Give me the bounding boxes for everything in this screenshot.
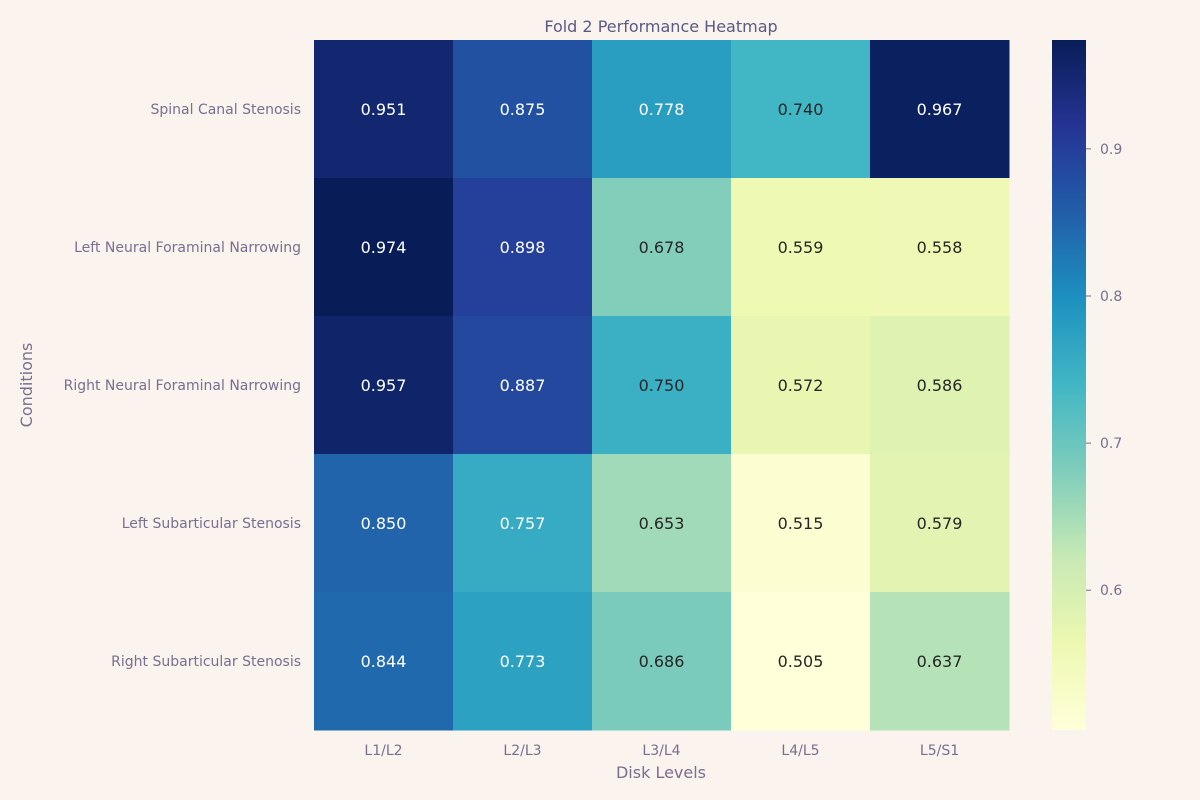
heatmap-cell [592,454,732,593]
cell-value-label: 0.586 [917,376,963,395]
heatmap-cell [870,454,1010,593]
heatmap-cell [453,178,593,317]
cell-value-label: 0.505 [778,652,824,671]
colorbar: 0.6 0.7 0.8 0.9 [1052,40,1122,730]
cell-value-label: 0.515 [778,514,824,533]
x-tick-label: L3/L4 [642,743,680,759]
cell-value-label: 0.653 [639,514,685,533]
heatmap-cell [314,316,454,455]
colorbar-tick-label: 0.6 [1100,583,1122,599]
colorbar-gradient [1052,40,1086,730]
heatmap-cell [870,592,1010,731]
cell-value-label: 0.740 [778,100,824,119]
heatmap-cell [314,178,454,317]
x-tick-label: L2/L3 [503,743,541,759]
x-tick-label: L5/S1 [920,743,959,759]
cell-value-label: 0.951 [361,100,407,119]
heatmap-cell [731,316,871,455]
heatmap-cell [592,178,732,317]
y-tick-label: Spinal Canal Stenosis [150,102,301,118]
heatmap-cell [453,40,593,179]
cell-value-label: 0.887 [500,376,546,395]
cell-value-label: 0.974 [361,238,407,257]
cell-value-label: 0.579 [917,514,963,533]
colorbar-ticks: 0.6 0.7 0.8 0.9 [1086,142,1122,599]
cell-value-label: 0.967 [917,100,963,119]
y-tick-label: Left Subarticular Stenosis [122,516,301,532]
heatmap-cell [453,454,593,593]
cell-value-label: 0.875 [500,100,546,119]
heatmap-cell [314,592,454,731]
y-axis-label: Conditions [17,343,36,428]
cell-value-label: 0.898 [500,238,546,257]
cell-value-label: 0.558 [917,238,963,257]
heatmap-cell [592,40,732,179]
cell-value-label: 0.637 [917,652,963,671]
y-tick-label: Right Neural Foraminal Narrowing [64,378,301,394]
x-axis-label: Disk Levels [616,763,706,782]
heatmap-cell [731,178,871,317]
cell-value-label: 0.850 [361,514,407,533]
y-axis-tick-labels: Spinal Canal Stenosis Left Neural Foramin… [64,102,301,670]
cell-value-labels: 0.951 0.875 0.778 0.740 0.967 0.974 0.898 0.678… [361,100,963,671]
heatmap-cell [592,316,732,455]
heatmap-cell [592,592,732,731]
y-tick-label: Left Neural Foraminal Narrowing [74,240,301,256]
heatmap-cell [453,592,593,731]
cell-value-label: 0.844 [361,652,407,671]
heatmap-cell [314,454,454,593]
heatmap-cell [870,316,1010,455]
chart-title: Fold 2 Performance Heatmap [544,17,777,36]
cell-value-label: 0.778 [639,100,685,119]
cell-value-label: 0.957 [361,376,407,395]
y-tick-label: Right Subarticular Stenosis [111,654,301,670]
cell-value-label: 0.757 [500,514,546,533]
x-tick-label: L4/L5 [781,743,819,759]
heatmap-cell [314,40,454,179]
heatmap-cell [453,316,593,455]
heatmap-cells [314,40,1010,731]
heatmap-cell [731,454,871,593]
heatmap-cell [731,592,871,731]
cell-value-label: 0.773 [500,652,546,671]
heatmap-cell [731,40,871,179]
colorbar-tick-label: 0.8 [1100,289,1122,305]
cell-value-label: 0.678 [639,238,685,257]
cell-value-label: 0.750 [639,376,685,395]
cell-value-label: 0.572 [778,376,824,395]
cell-value-label: 0.559 [778,238,824,257]
cell-value-label: 0.686 [639,652,685,671]
colorbar-tick-label: 0.7 [1100,436,1122,452]
colorbar-tick-label: 0.9 [1100,142,1122,158]
heatmap-cell [870,40,1010,179]
x-axis-tick-labels: L1/L2 L2/L3 L3/L4 L4/L5 L5/S1 [364,743,959,759]
x-tick-label: L1/L2 [364,743,402,759]
heatmap-cell [870,178,1010,317]
